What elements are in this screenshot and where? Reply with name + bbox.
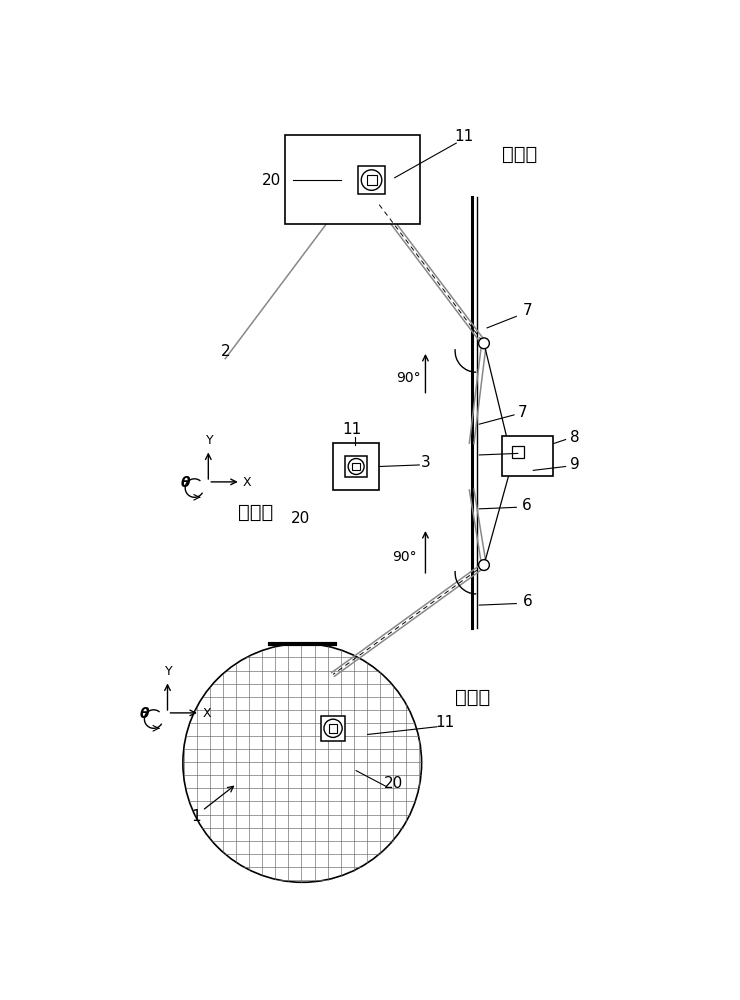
Text: 11: 11 — [343, 422, 362, 437]
Circle shape — [183, 644, 422, 882]
Bar — [357, 166, 386, 194]
Text: 8: 8 — [571, 430, 580, 445]
Text: X: X — [202, 707, 211, 720]
Text: X: X — [243, 476, 252, 489]
Text: 20: 20 — [383, 776, 403, 791]
Text: 11: 11 — [435, 715, 454, 730]
Text: 6: 6 — [522, 497, 531, 512]
Circle shape — [349, 459, 364, 474]
Text: 10: 10 — [522, 444, 541, 459]
Text: 6: 6 — [522, 594, 532, 609]
Text: 90°: 90° — [396, 371, 421, 385]
Bar — [502, 436, 553, 476]
Text: 11: 11 — [454, 129, 474, 144]
Text: 90°: 90° — [392, 550, 417, 564]
Text: 20: 20 — [261, 173, 280, 188]
Bar — [333, 443, 380, 490]
Text: 取片点: 取片点 — [454, 688, 490, 707]
Text: Y: Y — [206, 434, 214, 447]
Text: 3: 3 — [420, 455, 431, 470]
Circle shape — [479, 338, 489, 349]
Circle shape — [479, 560, 489, 570]
Text: 9: 9 — [571, 457, 580, 472]
Bar — [352, 463, 360, 470]
Text: Y: Y — [165, 665, 173, 678]
Text: 装片点: 装片点 — [502, 145, 538, 164]
Bar — [329, 724, 337, 733]
Bar — [346, 456, 367, 477]
Text: 20: 20 — [291, 511, 310, 526]
Text: 7: 7 — [518, 405, 528, 420]
Circle shape — [324, 719, 342, 737]
Bar — [511, 446, 524, 458]
Bar — [320, 716, 346, 741]
Text: 1: 1 — [191, 809, 201, 824]
Text: θ: θ — [140, 707, 149, 721]
Text: 7: 7 — [522, 303, 532, 318]
Text: 中转点: 中转点 — [238, 503, 274, 522]
Circle shape — [361, 170, 382, 190]
Bar — [366, 175, 377, 185]
Bar — [286, 135, 420, 224]
Text: θ: θ — [181, 476, 190, 490]
Text: 2: 2 — [221, 344, 230, 359]
